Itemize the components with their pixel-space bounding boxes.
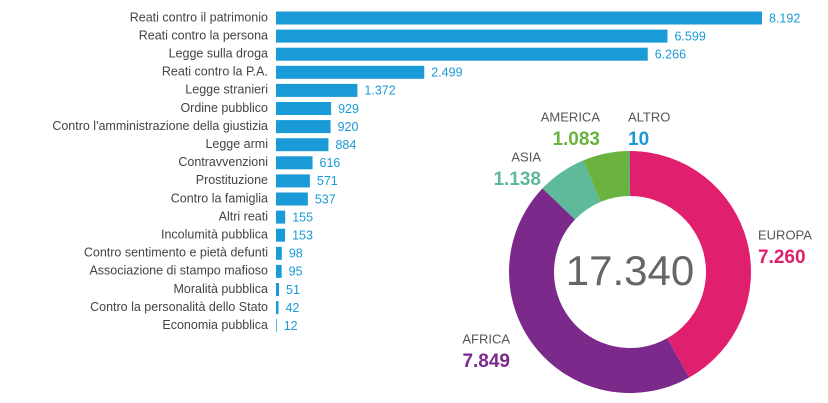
value-label: 8.192 bbox=[769, 11, 800, 25]
category-label: Reati contro il patrimonio bbox=[130, 10, 268, 24]
donut-segment bbox=[508, 188, 690, 393]
value-label: 42 bbox=[285, 301, 299, 315]
value-label: 884 bbox=[335, 138, 356, 152]
category-label: Associazione di stampo mafioso bbox=[89, 264, 268, 278]
value-label: 920 bbox=[338, 120, 359, 134]
category-label: Legge sulla droga bbox=[169, 46, 268, 60]
bar bbox=[276, 11, 762, 25]
value-label: 6.599 bbox=[674, 29, 705, 43]
bar bbox=[276, 301, 279, 315]
value-label: 155 bbox=[292, 210, 313, 224]
category-label: Contro la personalità dello Stato bbox=[90, 300, 268, 314]
segment-name: EUROPA bbox=[758, 227, 812, 242]
bar bbox=[276, 120, 331, 134]
bar bbox=[276, 192, 308, 206]
segment-name: AFRICA bbox=[462, 331, 510, 346]
category-label: Incolumità pubblica bbox=[161, 227, 268, 241]
bar bbox=[276, 102, 332, 115]
category-label: Legge stranieri bbox=[185, 83, 268, 97]
bar bbox=[276, 246, 282, 260]
value-label: 12 bbox=[284, 319, 298, 333]
category-label: Economia pubblica bbox=[162, 318, 268, 332]
value-label: 616 bbox=[320, 156, 341, 170]
segment-name: ALTRO bbox=[628, 109, 670, 124]
bar bbox=[276, 283, 280, 296]
category-label: Prostituzione bbox=[196, 173, 268, 187]
segment-value: 1.138 bbox=[493, 169, 541, 190]
category-label: Altri reati bbox=[219, 209, 268, 223]
category-label: Contro la famiglia bbox=[171, 191, 268, 205]
value-label: 51 bbox=[286, 283, 300, 297]
value-label: 153 bbox=[292, 228, 313, 242]
category-label: Contro sentimento e pietà defunti bbox=[84, 246, 268, 260]
value-label: 929 bbox=[338, 102, 359, 116]
category-label: Contravvenzioni bbox=[178, 155, 268, 169]
bar bbox=[276, 264, 282, 278]
value-label: 1.372 bbox=[364, 84, 395, 98]
category-label: Legge armi bbox=[205, 137, 268, 151]
donut-total: 17.340 bbox=[566, 247, 694, 294]
bar bbox=[276, 47, 648, 61]
value-label: 2.499 bbox=[431, 66, 462, 80]
segment-name: ASIA bbox=[511, 149, 541, 164]
value-label: 537 bbox=[315, 192, 336, 206]
donut-segment bbox=[630, 151, 751, 378]
bar bbox=[276, 138, 329, 152]
segment-name: AMERICA bbox=[541, 109, 601, 124]
category-label: Moralità pubblica bbox=[174, 282, 269, 296]
bar bbox=[276, 156, 313, 170]
segment-value: 7.849 bbox=[462, 351, 510, 372]
segment-value: 7.260 bbox=[758, 247, 806, 268]
donut-segment bbox=[542, 160, 601, 220]
bar bbox=[276, 174, 310, 188]
segment-value: 1.083 bbox=[552, 129, 600, 150]
value-label: 98 bbox=[289, 247, 303, 261]
segment-value: 10 bbox=[628, 129, 649, 150]
bar bbox=[276, 319, 277, 333]
category-label: Reati contro la P.A. bbox=[162, 65, 268, 79]
bar bbox=[276, 210, 286, 224]
value-label: 571 bbox=[317, 174, 338, 188]
bar bbox=[276, 83, 358, 97]
bar bbox=[276, 228, 286, 242]
value-label: 6.266 bbox=[655, 47, 686, 61]
value-label: 95 bbox=[289, 265, 303, 279]
category-label: Ordine pubblico bbox=[180, 101, 268, 115]
donut-segment bbox=[583, 151, 630, 202]
bar bbox=[276, 29, 668, 43]
category-label: Contro l'amministrazione della giustizia bbox=[52, 119, 268, 133]
bar bbox=[276, 65, 425, 79]
category-label: Reati contro la persona bbox=[139, 28, 268, 42]
